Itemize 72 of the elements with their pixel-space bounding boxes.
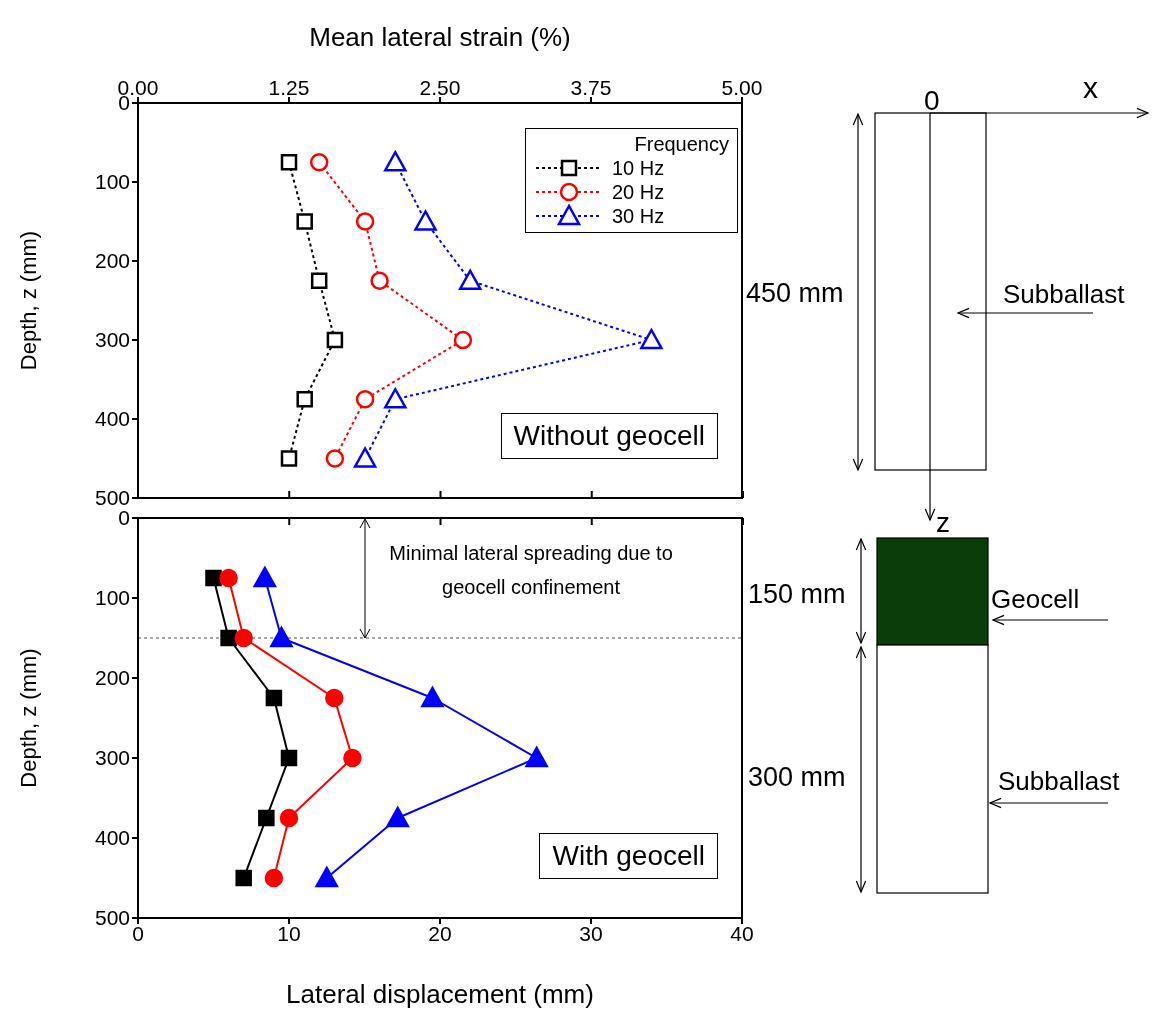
legend-title: Frequency [633,133,729,156]
point [384,151,407,172]
point [414,210,437,231]
x-tick-label: 20 [428,921,452,945]
y-tick-label: 100 [94,170,130,194]
x-tick-label: 2.50 [419,76,461,99]
text: Geocell [991,584,1080,614]
point [453,330,473,350]
x-tick-label: 5.00 [721,76,763,99]
x-axis-title: Lateral displacement (mm) [286,979,594,1009]
point [280,154,298,171]
x-tick-label: 40 [730,921,754,945]
point [205,569,222,587]
y-tick-label: 500 [94,906,130,930]
y-axis-title: Depth, z (mm) [15,648,41,788]
point [264,868,284,888]
point [640,328,663,350]
annotation: With geocell [539,833,718,879]
y-tick-label: 300 [94,746,130,770]
point [265,689,283,707]
point [280,450,298,467]
y-tick-label: 200 [94,666,130,690]
text: Subballast [998,766,1121,796]
text: 300 mm [748,762,846,792]
x-axis-title: Mean lateral strain (%) [309,22,571,53]
text: x [1083,71,1098,104]
y-axis-title: Depth, z (mm) [15,230,41,371]
point [219,568,238,588]
point [421,686,444,708]
text: 150 mm [748,579,846,609]
point [384,388,407,409]
x-tick-label: 1.25 [268,76,310,99]
point [458,269,482,290]
point [279,808,299,828]
point [296,391,313,408]
point [270,626,293,648]
legend-label: 20 Hz [612,180,665,204]
legend-label: 10 Hz [612,156,665,180]
point [253,566,277,588]
x-tick-label: 10 [277,921,301,945]
point [343,748,362,768]
point [355,390,375,409]
text: Subballast [1003,279,1126,309]
point [325,449,345,468]
point [220,629,237,647]
point [310,272,328,289]
point [370,271,389,290]
point [386,806,409,828]
point [315,866,338,888]
y-tick-label: 400 [94,826,130,850]
point [325,688,344,708]
point [234,628,253,648]
x-tick-label: 3.75 [570,76,612,99]
y-tick-label: 400 [94,407,130,431]
ref-line-label: Minimal lateral spreading due to geocell confinement [388,541,674,600]
point [355,212,375,231]
point [309,153,329,172]
point [296,213,313,230]
annotation: Without geocell [500,413,718,459]
x-tick-label: 30 [579,921,603,945]
y-tick-label: 200 [94,249,130,273]
point [280,749,298,767]
point [235,869,252,887]
y-tick-label: 100 [94,586,130,610]
point [326,331,344,349]
y-tick-label: 300 [94,328,130,352]
point [353,447,377,468]
point [525,746,548,768]
text: 450 mm [746,278,844,308]
point [258,809,275,827]
text: z [936,507,950,538]
legend-label: 30 Hz [612,204,665,228]
